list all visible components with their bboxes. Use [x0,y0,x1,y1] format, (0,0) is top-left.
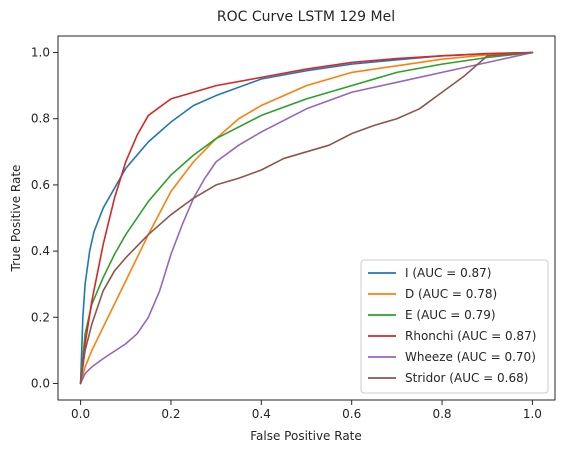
legend-label-0: I (AUC = 0.87) [405,266,492,280]
y-axis-ticks: 0.0 0.2 0.4 0.6 0.8 1.0 [31,46,58,390]
y-tick-label: 0.2 [31,310,50,324]
x-tick-label: 0.8 [432,407,451,421]
series-line-5 [79,51,534,385]
y-tick-label: 0.8 [31,112,50,126]
x-tick-label: 0.2 [161,407,180,421]
x-tick-label: 0.4 [252,407,271,421]
series-line-3 [79,51,534,385]
x-axis-ticks: 0.0 0.2 0.4 0.6 0.8 1.0 [71,400,542,421]
legend-box [360,259,549,394]
plot-area: 0.0 0.2 0.4 0.6 0.8 1.0 0.0 0.2 0.4 0.6 0.8 1.0 [31,35,556,421]
x-axis-label: False Positive Rate [250,429,362,443]
plot-frame [57,35,556,401]
legend-label-4: Wheeze (AUC = 0.70) [405,350,536,364]
y-tick-label: 1.0 [31,46,50,60]
x-tick-label: 1.0 [523,407,542,421]
y-tick-label: 0.4 [31,244,50,258]
legend-label-5: Stridor (AUC = 0.68) [405,371,528,385]
series-group [79,51,534,385]
y-tick-label: 0.6 [31,178,50,192]
legend-label-2: E (AUC = 0.79) [405,308,496,322]
legend: I (AUC = 0.87) D (AUC = 0.78) E (AUC = 0.7… [360,259,549,394]
legend-label-1: D (AUC = 0.78) [405,287,497,301]
chart-title: ROC Curve LSTM 129 Mel [217,9,395,25]
series-line-0 [79,51,534,385]
legend-label-3: Rhonchi (AUC = 0.87) [405,329,536,343]
y-tick-label: 0.0 [31,376,50,390]
series-line-2 [79,51,534,385]
x-tick-label: 0.6 [342,407,361,421]
x-tick-label: 0.0 [71,407,90,421]
legend-items: I (AUC = 0.87) D (AUC = 0.78) E (AUC = 0.7… [368,266,536,385]
y-axis-label: True Positive Rate [9,165,23,273]
series-line-1 [79,51,534,385]
